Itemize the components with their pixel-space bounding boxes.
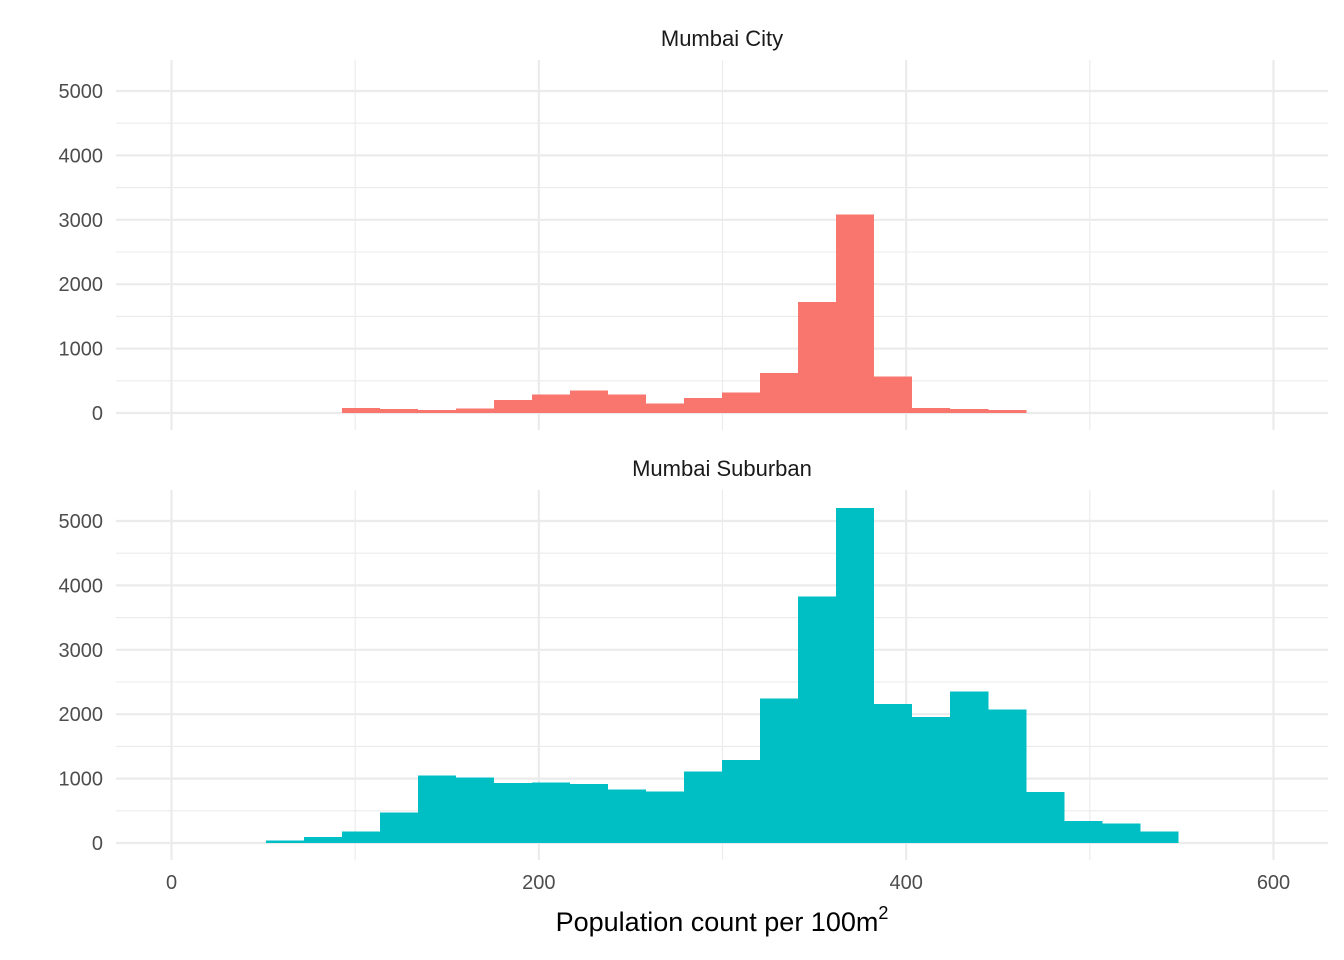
histogram-bar	[1140, 831, 1179, 843]
y-tick-label: 1000	[59, 339, 104, 361]
facet-panel: Mumbai City 0 1000 2000 3000 4000 5000	[59, 26, 1328, 430]
histogram-bar	[798, 596, 837, 843]
x-axis-title: Population count per 100m2	[556, 903, 889, 937]
histogram-bar	[988, 410, 1027, 413]
histogram-bar	[722, 759, 761, 843]
y-tick-label: 0	[92, 403, 103, 425]
histogram-bar	[494, 783, 533, 843]
histogram-bar	[646, 791, 685, 843]
histogram-bar	[303, 837, 342, 843]
x-tick-label: 0	[166, 872, 177, 894]
y-tick-label: 3000	[59, 640, 104, 662]
x-tick-label: 600	[1257, 872, 1290, 894]
histogram-bar	[1102, 823, 1141, 843]
y-tick-label: 5000	[59, 81, 104, 103]
x-axis: 0 200 400 600	[166, 872, 1290, 894]
histogram-bar	[722, 392, 761, 413]
histogram-bar	[455, 777, 495, 843]
histogram-bar	[646, 403, 685, 413]
facet-panel: Mumbai Suburban 0 1000 2000 3000 4000 5000	[59, 456, 1328, 860]
histogram-bar	[417, 775, 456, 843]
histogram-bars	[265, 508, 1179, 843]
histogram-bar	[874, 376, 913, 413]
histogram-bar	[874, 703, 913, 843]
histogram-bar	[608, 789, 647, 843]
histogram-bar	[798, 302, 837, 413]
histogram-bar	[912, 716, 951, 843]
histogram-bar	[1026, 792, 1065, 843]
histogram-bar	[379, 409, 418, 413]
facet-strip-label: Mumbai City	[661, 26, 783, 51]
histogram-bar	[341, 831, 380, 843]
x-axis-title-superscript: 2	[878, 903, 888, 923]
histogram-bar	[570, 390, 609, 413]
facet-strip-label: Mumbai Suburban	[632, 456, 812, 481]
histogram-bars	[341, 214, 1027, 413]
y-tick-label: 4000	[59, 575, 104, 597]
histogram-bar	[836, 214, 875, 413]
y-tick-label: 0	[92, 833, 103, 855]
y-tick-label: 2000	[59, 274, 104, 296]
histogram-bar	[760, 698, 799, 843]
histogram-bar	[532, 782, 571, 843]
y-tick-label: 1000	[59, 769, 104, 791]
histogram-bar	[1064, 821, 1103, 843]
x-axis-title-text: Population count per 100m	[556, 907, 879, 937]
x-tick-label: 200	[522, 872, 555, 894]
histogram-bar	[494, 400, 533, 413]
y-tick-label: 4000	[59, 145, 104, 167]
histogram-bar	[912, 407, 951, 413]
y-tick-label: 2000	[59, 704, 104, 726]
histogram-bar	[265, 840, 304, 843]
histogram-bar	[455, 408, 495, 413]
y-tick-label: 3000	[59, 210, 104, 232]
gridlines	[116, 60, 1328, 430]
histogram-bar	[950, 691, 989, 843]
histogram-bar	[950, 409, 989, 413]
histogram-bar	[760, 373, 799, 413]
histogram-bar	[988, 709, 1027, 843]
histogram-bar	[684, 398, 723, 413]
x-tick-label: 400	[889, 872, 922, 894]
histogram-bar	[341, 408, 380, 413]
histogram-bar	[836, 508, 875, 843]
histogram-bar	[684, 771, 723, 843]
y-tick-label: 5000	[59, 511, 104, 533]
histogram-bar	[379, 812, 418, 843]
histogram-bar	[608, 394, 647, 413]
histogram-bar	[570, 783, 609, 843]
histogram-bar	[417, 410, 456, 413]
histogram-bar	[532, 394, 571, 413]
